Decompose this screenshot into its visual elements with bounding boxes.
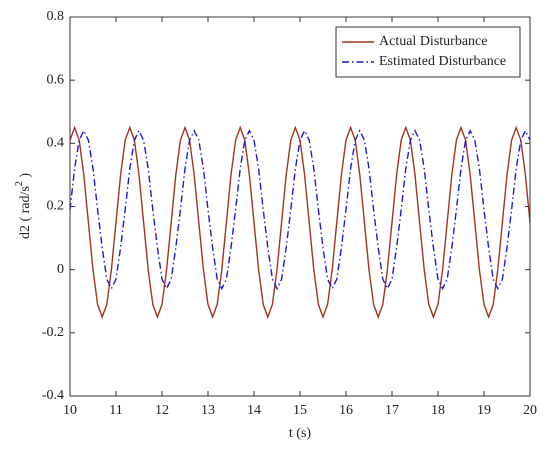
x-axis-label: t (s) <box>289 426 312 441</box>
y-tick-label: 0.2 <box>47 199 65 214</box>
x-tick-label: 16 <box>339 403 353 418</box>
y-tick-label: -0.4 <box>42 388 64 403</box>
y-axis-label: d2 ( rad/s2 ) <box>14 173 33 239</box>
x-tick-label: 12 <box>155 403 169 418</box>
legend-label: Estimated Disturbance <box>379 54 506 69</box>
plot-frame <box>69 16 531 397</box>
y-label-main: d2 ( rad/s <box>18 186 33 239</box>
y-label-sup: 2 <box>14 181 25 186</box>
data-line <box>69 125 531 320</box>
x-tick-label: 11 <box>109 403 122 418</box>
y-label-end: ) <box>18 173 33 182</box>
y-tick-label: 0.6 <box>47 72 65 87</box>
y-tick-label: 0.8 <box>47 9 65 24</box>
x-tick-label: 10 <box>63 403 77 418</box>
y-tick-label: 0.4 <box>47 136 65 151</box>
y-tick-label: -0.2 <box>42 325 64 340</box>
x-tick-label: 19 <box>477 403 491 418</box>
x-tick-label: 13 <box>201 403 215 418</box>
legend-label: Actual Disturbance <box>379 34 487 49</box>
x-tick-label: 14 <box>247 403 261 418</box>
y-tick-label: 0 <box>57 262 64 277</box>
x-tick-label: 20 <box>523 403 537 418</box>
x-tick-label: 15 <box>293 403 307 418</box>
legend-box <box>335 26 521 78</box>
x-tick-label: 17 <box>385 403 399 418</box>
x-tick-label: 18 <box>431 403 445 418</box>
plot-area <box>70 17 530 396</box>
